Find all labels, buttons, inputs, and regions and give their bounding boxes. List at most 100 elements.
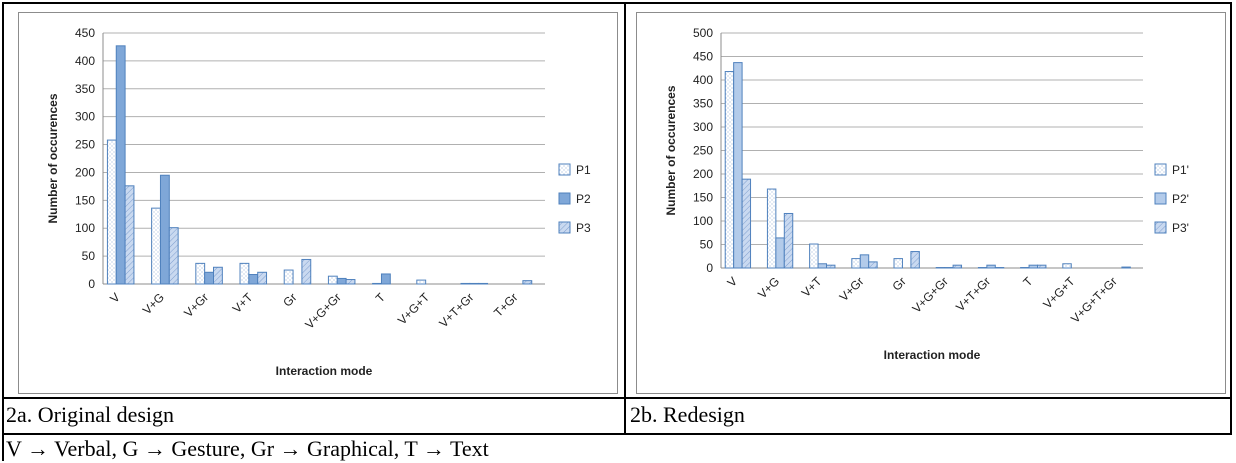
bar-P2-V-G-Gr (336, 277, 347, 285)
x-tick-label: V+Gr (837, 274, 867, 304)
bar-P3-V-T-Gr (478, 282, 489, 285)
bar-P2-V-Gr (204, 271, 215, 285)
legend-label: P1' (1172, 163, 1189, 177)
chart-panel-original: 0 50 100 150 200 250 300 350 400 450 P1 P2 P3 V V+G V+G… (18, 12, 618, 394)
x-axis-title: Interaction mode (276, 364, 373, 378)
x-tick-label: V+T+Gr (953, 274, 993, 314)
caption-original-design: 2a. Original design (6, 402, 175, 427)
bar-P1-V-T (809, 243, 819, 269)
x-tick-label: V+G+Gr (302, 290, 343, 331)
y-tick-label: 350 (75, 82, 95, 96)
x-tick-label: V+G+T (395, 290, 433, 328)
y-tick-label: 450 (75, 26, 95, 40)
bar-P3-V-G-Gr (345, 279, 356, 285)
caption-legend-key: V → Verbal, G → Gesture, Gr → Graphical,… (6, 436, 489, 461)
bar-P2-V (733, 62, 743, 269)
caption-redesign: 2b. Redesign (630, 402, 745, 427)
bar-P2-T (1028, 264, 1038, 269)
y-tick-label: 50 (700, 238, 714, 252)
y-tick-label: 0 (88, 277, 95, 291)
y-tick-label: 50 (82, 249, 96, 263)
bar-P3-V-T (826, 264, 836, 269)
x-tick-label: Gr (280, 290, 299, 309)
chart-redesign: 0 50 100 150 200 250 300 350 400 450 500 P1' P2' P3' V… (664, 26, 1189, 362)
bar-P1-V-G (766, 188, 777, 269)
bar-P3-V-Gr (213, 266, 223, 285)
y-tick-label: 300 (693, 120, 713, 134)
bar-P2-V-T-Gr (469, 282, 480, 285)
table-border-left (2, 2, 4, 461)
bar-P1-Gr (283, 269, 294, 285)
bar-P3-V-G (168, 227, 179, 285)
chart-panel-redesign: 0 50 100 150 200 250 300 350 400 450 500 P1' P2' P3' V… (636, 12, 1226, 394)
x-tick-label: V+G (140, 290, 167, 317)
legend-label: P3' (1172, 221, 1189, 235)
bar-P1-V-Gr (195, 262, 206, 285)
bar-P1-V (106, 139, 117, 285)
table-border-top (2, 2, 1232, 4)
bar-P1-T (372, 282, 382, 285)
y-tick-label: 250 (693, 144, 713, 158)
bar-P1-V-T-Gr (460, 282, 471, 285)
table-border-right (1230, 2, 1232, 435)
x-tick-label: T (1020, 274, 1036, 290)
bar-P2-T (380, 273, 391, 285)
bar-P3-Gr (301, 258, 312, 285)
bar-P3-T-Gr (522, 280, 533, 285)
bar-P1-V-G (151, 207, 161, 285)
bar-P2-V-Gr (859, 254, 870, 269)
y-tick-label: 350 (693, 97, 713, 111)
bar-P3-T (1037, 264, 1047, 269)
y-tick-label: 100 (693, 214, 713, 228)
bar-P3-V-Gr (868, 261, 878, 269)
bar-P3-V (741, 178, 752, 269)
bar-P3-Gr (910, 251, 920, 269)
y-tick-label: 450 (693, 50, 713, 64)
bar-P2-V-G (775, 237, 785, 269)
legend-swatch (558, 192, 571, 205)
bar-P2-V-T-Gr (986, 264, 996, 269)
bar-P2-V (115, 45, 126, 285)
bar-P1-Gr (893, 258, 903, 269)
y-tick-label: 400 (693, 73, 713, 87)
bar-P1-V-G-T (1062, 263, 1072, 269)
y-tick-label: 100 (75, 221, 95, 235)
legend-swatch (558, 221, 571, 234)
x-tick-label: V+T (799, 274, 825, 300)
table-divider-middle (624, 2, 626, 435)
x-tick-label: T+Gr (491, 290, 520, 319)
legend-label: P3 (576, 221, 591, 235)
bar-P1-V-T (239, 262, 250, 285)
x-tick-label: V (724, 274, 740, 290)
legend-label: P2 (576, 192, 591, 206)
bar-P3-V (124, 185, 135, 285)
x-tick-label: Gr (889, 274, 908, 293)
x-tick-label: V+T+Gr (436, 290, 476, 330)
bar-P2-V-T (248, 274, 259, 285)
x-tick-label: V+G+Gr (910, 274, 951, 315)
y-tick-label: 400 (75, 54, 95, 68)
legend-label: P1 (576, 163, 591, 177)
y-tick-label: 150 (75, 193, 95, 207)
x-tick-label: V+T (230, 290, 256, 316)
bar-P1-V-G-T (416, 279, 427, 285)
y-axis-title: Number of occurences (664, 85, 678, 215)
legend-swatch (1154, 163, 1167, 176)
y-tick-label: 0 (706, 261, 713, 275)
chart-original-design: 0 50 100 150 200 250 300 350 400 450 P1 P2 P3 V V+G V+G… (46, 26, 591, 378)
y-tick-label: 200 (75, 165, 95, 179)
legend-label: P2' (1172, 192, 1189, 206)
bar-P3-V-T (257, 271, 268, 285)
table-row-line-1 (2, 397, 1232, 399)
x-tick-label: V+G (755, 274, 782, 301)
x-tick-label: T (373, 290, 389, 306)
bar-P1-V (724, 71, 735, 269)
y-tick-label: 300 (75, 110, 95, 124)
bar-P1-V-G-Gr (327, 275, 338, 285)
bar-P3-V-G (783, 212, 794, 269)
y-tick-label: 500 (693, 26, 713, 40)
y-tick-label: 150 (693, 191, 713, 205)
bar-P3-V-G-Gr (952, 264, 963, 269)
legend-swatch (558, 163, 571, 176)
